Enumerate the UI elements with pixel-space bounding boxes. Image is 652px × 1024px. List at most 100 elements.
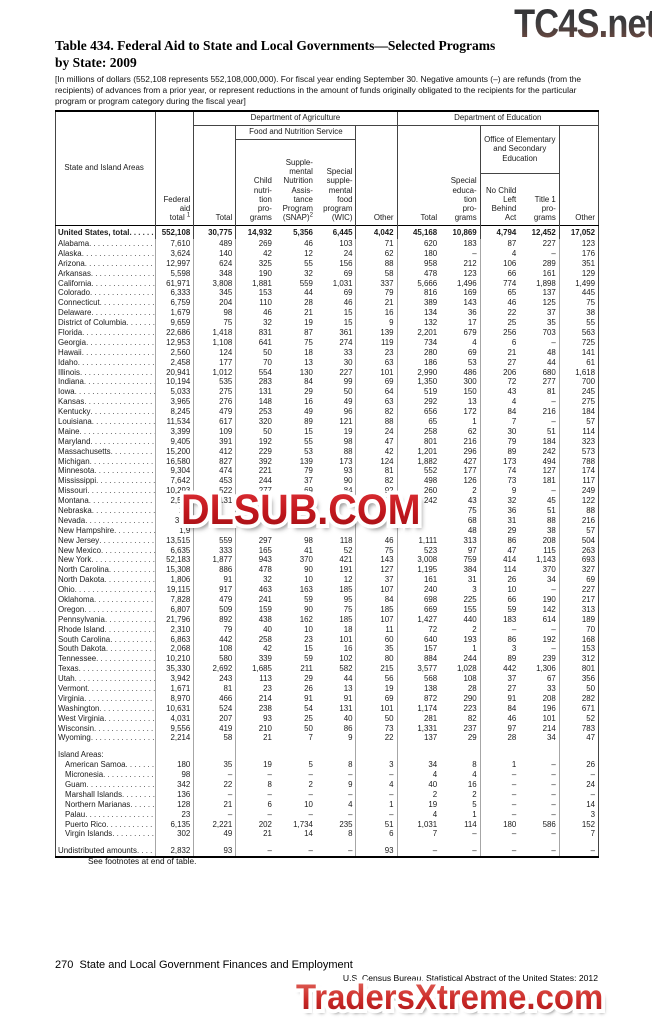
data-cell: 1,418 <box>193 327 236 338</box>
data-cell <box>355 525 398 536</box>
data-cell: 4 <box>348 799 353 809</box>
data-cell <box>275 515 316 525</box>
data-cell: 87 <box>479 238 520 249</box>
data-cell: 79 <box>355 287 398 298</box>
data-cell: – <box>479 799 520 810</box>
data-cell: 216 <box>463 436 477 446</box>
data-cell: 3,942 <box>155 673 194 684</box>
data-cell: 524 <box>193 703 236 714</box>
data-cell <box>396 515 441 526</box>
data-cell: 86 <box>479 634 520 645</box>
data-cell: 8 <box>348 760 353 770</box>
data-cell: 5,598 <box>155 268 194 279</box>
data-cell: – <box>551 760 556 770</box>
data-cell: 46 <box>479 713 520 724</box>
col-group-dept-agriculture: Department of Agriculture <box>193 111 398 126</box>
data-cell: 323 <box>558 436 599 447</box>
data-cell: 84 <box>304 377 313 387</box>
data-cell: 244 <box>235 475 275 486</box>
data-cell: 75 <box>193 317 236 328</box>
data-cell: 277 <box>235 485 275 496</box>
data-cell: 87 <box>304 327 313 337</box>
data-cell: 586 <box>542 819 556 829</box>
data-cell: 136 <box>155 789 194 800</box>
row-label: Vermont <box>56 684 156 694</box>
data-cell: 127 <box>542 466 556 476</box>
data-cell: 370 <box>299 555 313 565</box>
data-cell: – <box>479 829 520 839</box>
data-cell: – <box>558 838 599 857</box>
data-cell: 69 <box>343 268 353 278</box>
see-footnotes-note: See footnotes at end of table. <box>88 856 197 866</box>
data-cell: 1,111 <box>396 535 441 546</box>
data-cell: 289 <box>542 258 556 268</box>
data-cell: 552 <box>396 465 441 476</box>
data-cell: 23 <box>304 634 313 644</box>
data-cell: 66 <box>479 268 520 279</box>
data-cell: 238 <box>235 703 275 714</box>
data-cell: 249 <box>558 485 599 496</box>
data-cell <box>316 743 356 760</box>
col-header-nclb: No Child Left Behind Act <box>479 173 520 225</box>
data-cell: 16 <box>355 307 398 318</box>
data-cell <box>479 742 520 760</box>
data-cell: 10,210 <box>155 653 194 664</box>
row-label: Iowa <box>56 387 156 397</box>
data-cell: 3,399 <box>155 426 194 437</box>
data-cell: 641 <box>235 337 275 348</box>
row-label: South Carolina <box>56 634 156 644</box>
data-cell: 4 <box>355 779 398 790</box>
data-cell: 67 <box>547 674 556 684</box>
watermark-tradersxtreme: TradersXtreme.com TradersXtreme.com <box>292 974 607 1021</box>
data-cell: 312 <box>558 653 599 664</box>
data-cell: 242 <box>396 495 441 506</box>
data-cell: 118 <box>339 535 353 545</box>
row-label: Maine <box>56 426 156 436</box>
data-cell: 122 <box>558 495 599 506</box>
col-header-other-ed: Other <box>558 125 599 225</box>
data-cell: 153 <box>235 287 275 298</box>
data-cell: 463 <box>235 584 275 595</box>
data-cell: 43 <box>467 496 477 506</box>
data-cell: 801 <box>558 663 599 674</box>
data-table-wrapper: State and Island Areas Federal aid total… <box>55 110 599 858</box>
data-cell: 79 <box>193 624 236 635</box>
data-cell: 15 <box>343 318 353 328</box>
data-cell: 137 <box>542 288 556 298</box>
data-cell: 49 <box>193 829 236 839</box>
data-cell: 1,9 <box>155 525 194 536</box>
data-cell: 13 <box>467 397 477 407</box>
data-cell: 256 <box>479 327 520 338</box>
data-cell: 4 <box>472 770 477 780</box>
data-cell: 229 <box>235 446 275 457</box>
data-cell: 191 <box>339 565 353 575</box>
data-cell: 36 <box>479 505 520 516</box>
data-cell: 614 <box>542 614 556 624</box>
data-cell: 22 <box>479 307 520 318</box>
data-cell: 258 <box>235 634 275 645</box>
data-cell: – <box>348 770 353 780</box>
data-cell: 216 <box>542 407 556 417</box>
data-cell: 1,201 <box>396 446 441 457</box>
data-cell: 6,807 <box>155 604 194 615</box>
row-label: Rhode Island <box>56 624 156 634</box>
data-cell: 54 <box>304 703 313 713</box>
data-cell: 37 <box>304 476 313 486</box>
data-cell: 148 <box>235 396 275 407</box>
data-cell: 274 <box>339 337 353 347</box>
data-cell: 63 <box>355 396 398 407</box>
data-cell: 125 <box>542 298 556 308</box>
data-cell: 1,898 <box>536 278 556 288</box>
row-label: American Samoa <box>56 760 156 770</box>
data-cell: 427 <box>463 456 477 466</box>
data-cell: 734 <box>396 337 441 348</box>
data-cell: 192 <box>542 634 556 644</box>
data-cell: – <box>348 789 353 799</box>
data-cell: 81 <box>355 465 398 476</box>
